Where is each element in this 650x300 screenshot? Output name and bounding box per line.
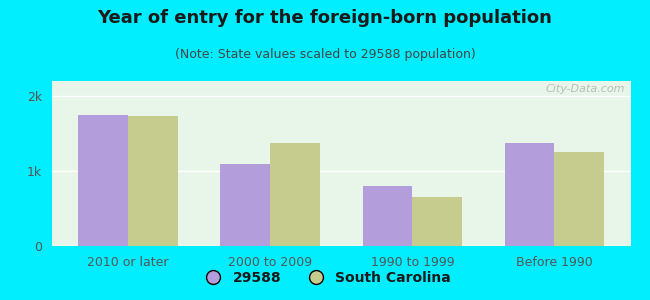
Text: City-Data.com: City-Data.com xyxy=(545,84,625,94)
Bar xyxy=(504,142,554,246)
Bar xyxy=(78,115,128,246)
Text: (Note: State values scaled to 29588 population): (Note: State values scaled to 29588 popu… xyxy=(175,48,475,61)
Legend: 29588, South Carolina: 29588, South Carolina xyxy=(194,265,456,290)
Bar xyxy=(270,143,320,246)
Bar xyxy=(412,196,462,246)
Text: Year of entry for the foreign-born population: Year of entry for the foreign-born popul… xyxy=(98,9,552,27)
Bar xyxy=(363,186,412,246)
Bar xyxy=(128,116,178,246)
Bar xyxy=(554,152,604,246)
Bar xyxy=(220,164,270,246)
